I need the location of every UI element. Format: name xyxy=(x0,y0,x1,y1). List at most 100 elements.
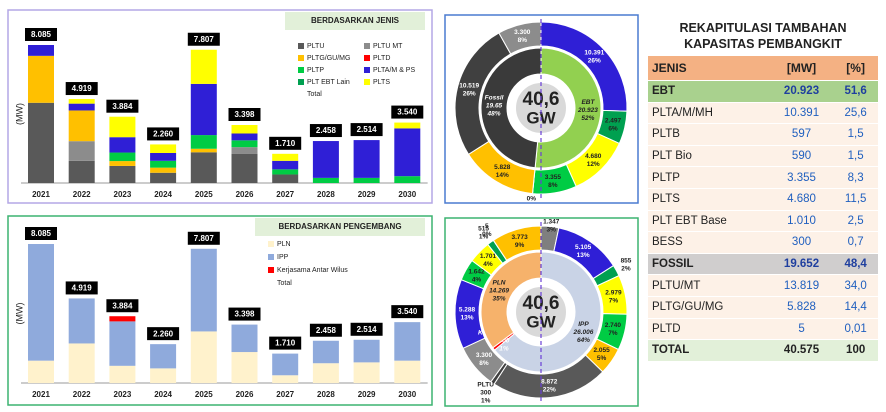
legend-swatch xyxy=(268,241,274,247)
x-tick-label: 2023 xyxy=(114,390,132,399)
total-box xyxy=(350,123,383,137)
slice-label: 0% xyxy=(482,231,492,238)
legend-swatch xyxy=(298,79,304,85)
slice-label: 35% xyxy=(493,296,506,303)
total-box xyxy=(65,82,98,96)
table-cell: 0,7 xyxy=(833,231,878,254)
total-box xyxy=(269,336,302,350)
x-tick-label: 2024 xyxy=(154,390,172,399)
bar-segment xyxy=(272,174,299,183)
table-cell: PLT EBT Base xyxy=(648,210,770,233)
bar-segment xyxy=(109,365,136,383)
slice-label: 26.006 xyxy=(573,329,594,336)
legend-label: PLT EBT Lain xyxy=(307,79,350,86)
total-box xyxy=(147,127,180,141)
bar-segment xyxy=(109,116,136,138)
table-cell: PLTP xyxy=(648,166,770,189)
panel xyxy=(444,14,639,204)
bar-segment xyxy=(353,362,380,383)
table-row: PLTD 5 0,01 xyxy=(648,318,878,341)
table-cell: 0,01 xyxy=(833,318,878,341)
total-label: 8.085 xyxy=(31,229,52,238)
bar-segment xyxy=(353,140,380,178)
legend-swatch xyxy=(268,267,274,273)
legend-label: PLTA/M & PS xyxy=(373,67,415,74)
donut-slice xyxy=(480,251,542,349)
bar-segment xyxy=(68,343,95,383)
total-box xyxy=(106,99,139,113)
bar-segment xyxy=(68,103,95,111)
slice-label: 300 xyxy=(498,338,509,345)
slice-label: 3% xyxy=(547,227,557,234)
panel xyxy=(7,9,433,204)
donut-slice xyxy=(480,47,542,169)
legend-swatch xyxy=(268,254,274,260)
slice-label: 1% xyxy=(481,398,491,405)
slice-label: 5 xyxy=(485,223,489,230)
bar-segment xyxy=(231,153,258,183)
bar-segment xyxy=(190,83,217,136)
total-label: 2.458 xyxy=(316,126,337,135)
slice-label: 5.828 xyxy=(494,164,511,171)
table-cell: 2,5 xyxy=(833,210,878,233)
total-box xyxy=(269,136,302,150)
bar-segment xyxy=(312,363,339,383)
bar-segment xyxy=(353,177,380,183)
legend-label: PLTU xyxy=(307,43,324,50)
slice-label: 10.391 xyxy=(584,49,604,56)
header-cell: [MW] xyxy=(769,56,834,81)
table-cell: 597 xyxy=(769,123,834,146)
total-box xyxy=(65,281,98,295)
x-tick-label: 2022 xyxy=(73,390,91,399)
table-cell: BESS xyxy=(648,231,770,254)
total-label: 3.540 xyxy=(397,108,418,117)
total-box xyxy=(350,322,383,336)
table-row: PLT EBT Base 1.010 2,5 xyxy=(648,210,878,233)
center-value: 40,6 xyxy=(523,293,560,314)
x-tick-label: 2023 xyxy=(114,190,132,199)
slice-label: Fossil xyxy=(485,94,504,101)
bar-segment xyxy=(272,160,299,170)
bar-segment xyxy=(109,152,136,162)
bar-segment xyxy=(394,122,421,129)
slice-label: 14.269 xyxy=(489,288,509,295)
bar-segment xyxy=(28,244,54,361)
total-label: 8.085 xyxy=(31,30,52,39)
title-box xyxy=(255,218,425,236)
table-cell: PLT Bio xyxy=(648,145,770,168)
slice-label: 8.872 xyxy=(541,378,558,385)
table-cell: 1,5 xyxy=(833,145,878,168)
bar-segment xyxy=(231,147,258,154)
table-row: TOTAL 40.575 100 xyxy=(648,339,878,362)
bar-segment xyxy=(394,322,421,361)
total-label: 2.260 xyxy=(153,329,174,338)
total-label: 3.398 xyxy=(234,310,255,319)
donut-slice xyxy=(493,251,602,373)
x-tick-label: 2021 xyxy=(32,190,50,199)
bar-segment xyxy=(150,368,177,383)
slice-label: 8% xyxy=(479,360,489,367)
slice-label: 14% xyxy=(496,172,509,179)
total-box xyxy=(106,299,139,313)
table: JENIS [MW] [%] EBT 20.923 51,6 PLTA/M/MH 10.391… xyxy=(648,56,878,362)
table-row: PLTA/M/MH 10.391 25,6 xyxy=(648,102,878,125)
donut-slice xyxy=(534,47,602,169)
slice-label: 1.642 xyxy=(468,268,485,275)
table-cell: 11,5 xyxy=(833,188,878,211)
bar-segment xyxy=(150,167,177,173)
total-label: 2.514 xyxy=(357,325,378,334)
bar-segment xyxy=(272,153,299,161)
slice-label: 52% xyxy=(581,115,594,122)
legend-label: IPP xyxy=(277,254,289,261)
total-box xyxy=(391,105,424,119)
slice-label: 8% xyxy=(518,37,528,44)
table-cell: 20.923 xyxy=(769,80,834,103)
slice-label: EBT xyxy=(581,99,595,106)
total-label: 2.458 xyxy=(316,326,337,335)
bar-segment xyxy=(150,144,177,153)
slice-label: 3.773 xyxy=(511,234,528,241)
bar-segment xyxy=(68,110,95,142)
x-tick-label: 2029 xyxy=(358,190,376,199)
bar-segment xyxy=(272,169,299,175)
slice-label: 9% xyxy=(515,242,525,249)
